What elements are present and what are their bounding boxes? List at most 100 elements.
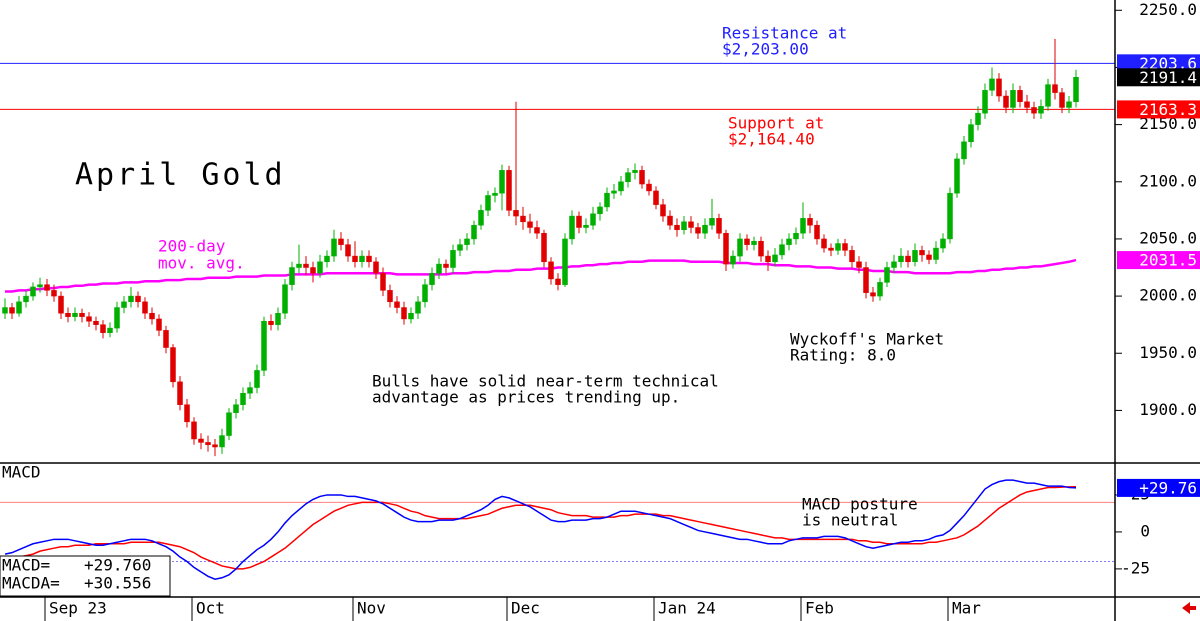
candle-body — [835, 243, 841, 251]
candle-body — [2, 307, 8, 314]
candle-body — [58, 295, 64, 314]
candle-body — [1003, 95, 1009, 108]
candle-body — [933, 247, 939, 260]
annotation: MACD posture — [802, 495, 918, 514]
candle-body — [639, 170, 645, 185]
candle-body — [205, 442, 211, 445]
candle-body — [436, 263, 442, 274]
annotation: $2,164.40 — [728, 130, 815, 149]
scroll-arrow[interactable] — [1182, 602, 1196, 614]
annotation: Resistance at — [722, 24, 847, 43]
candle-body — [562, 238, 568, 285]
candle-body — [625, 172, 631, 183]
candle-body — [681, 221, 687, 231]
macd-line — [4, 479, 1077, 581]
candle-body — [499, 170, 505, 194]
legend: MACD= +29.760 MACDA= +30.556 — [0, 555, 171, 597]
candle-body — [107, 327, 113, 333]
candle-body — [191, 421, 197, 440]
price-box-label: 2203.6 — [1139, 54, 1197, 73]
annotation: Support at — [728, 114, 824, 133]
candle-body — [940, 238, 946, 249]
candle-body — [905, 255, 911, 263]
candle-body — [653, 190, 659, 205]
candle-body — [758, 240, 764, 257]
candle-body — [786, 238, 792, 245]
candle-body — [772, 254, 778, 263]
candle-body — [422, 284, 428, 303]
annotation: Wyckoff's Market — [790, 330, 944, 349]
candle-body — [856, 261, 862, 268]
candle-body — [982, 90, 988, 114]
candle-body — [1073, 77, 1079, 102]
candle-body — [597, 206, 603, 215]
candle-body — [156, 318, 162, 331]
candle-body — [366, 255, 372, 263]
y-tick-label: 2000.0 — [1139, 286, 1197, 305]
x-tick-label: Dec — [511, 599, 540, 618]
candle-body — [1059, 92, 1065, 108]
price-box-label: 2163.3 — [1139, 100, 1197, 119]
x-tick-label: Sep 23 — [49, 599, 107, 618]
candle-body — [688, 221, 694, 228]
candle-body — [23, 295, 29, 303]
candle-body — [177, 381, 183, 405]
candle-body — [569, 215, 575, 240]
candle-body — [268, 320, 274, 325]
candle-body — [737, 238, 743, 257]
candle-body — [128, 295, 134, 303]
candle-body — [513, 210, 519, 217]
candle-body — [324, 255, 330, 263]
legend-entry: MACDA= — [2, 574, 60, 593]
y-tick-label: 1900.0 — [1139, 400, 1197, 419]
candle-body — [1017, 90, 1023, 102]
ma-box-label: 2031.5 — [1139, 251, 1197, 270]
y-tick-label: 2050.0 — [1139, 228, 1197, 247]
candle-body — [471, 224, 477, 240]
candle-body — [163, 330, 169, 348]
legend-value: +29.760 — [84, 556, 151, 575]
candle-body — [926, 254, 932, 260]
candle-body — [898, 255, 904, 263]
candle-body — [317, 261, 323, 274]
candle-body — [877, 282, 883, 297]
candle-body — [604, 192, 610, 208]
candle-body — [793, 232, 799, 240]
candle-body — [632, 170, 638, 173]
candle-body — [142, 301, 148, 314]
candle-body — [261, 320, 267, 371]
candle-body — [450, 250, 456, 268]
macd-box — [1117, 478, 1200, 497]
candle-body — [44, 284, 50, 291]
candle-body — [1066, 101, 1072, 108]
candle-body — [646, 183, 652, 192]
legend-box — [0, 555, 171, 597]
candle-body — [359, 255, 365, 263]
annotation: advantage as prices trending up. — [372, 388, 680, 407]
annotation: mov. avg. — [158, 254, 245, 273]
candle-body — [821, 238, 827, 249]
candle-body — [702, 224, 708, 234]
candle-body — [16, 301, 22, 314]
candle-body — [457, 244, 463, 251]
candle-body — [114, 307, 120, 329]
ma-box — [1117, 251, 1200, 270]
candle-body — [345, 244, 351, 257]
candle-body — [296, 263, 302, 268]
candle-body — [254, 370, 260, 388]
candle-body — [30, 286, 36, 297]
candle-body — [303, 263, 309, 268]
annotation: Rating: 8.0 — [790, 346, 896, 365]
candle-body — [716, 218, 722, 234]
candle-body — [807, 218, 813, 226]
candle-body — [1045, 84, 1051, 107]
annotation: Bulls have solid near-term technical — [372, 372, 719, 391]
x-tick-label: Jan 24 — [658, 599, 716, 618]
candle-body — [828, 247, 834, 251]
candle-body — [723, 232, 729, 265]
candle-body — [401, 307, 407, 320]
candle-body — [667, 215, 673, 226]
candle-body — [863, 267, 869, 293]
